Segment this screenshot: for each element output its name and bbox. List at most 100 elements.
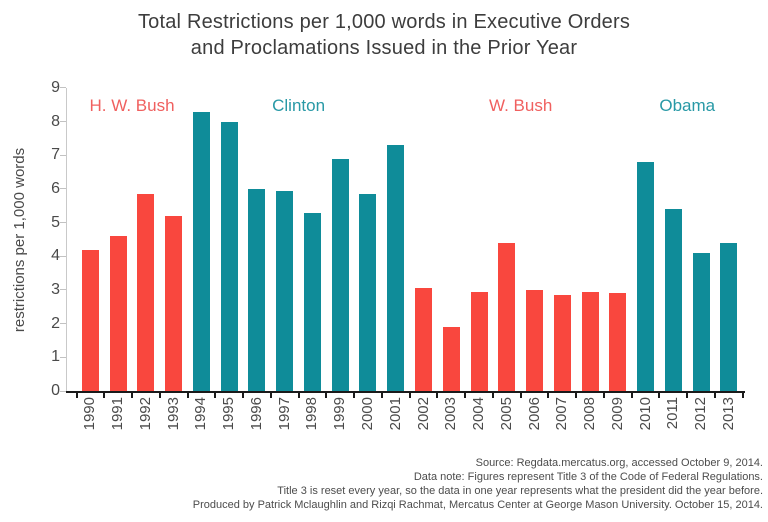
era-label-h-w-bush: H. W. Bush	[89, 96, 175, 115]
source-notes: Source: Regdata.mercatus.org, accessed O…	[193, 456, 763, 512]
x-axis-label-1992: 1992	[136, 397, 154, 431]
bar-2008	[581, 292, 599, 391]
x-axis-label-1996: 1996	[247, 397, 265, 431]
bar-2000	[359, 194, 377, 391]
x-axis-tick	[464, 393, 467, 398]
x-axis-tick	[158, 393, 161, 398]
x-axis-tick	[575, 393, 578, 398]
x-axis-label-2005: 2005	[497, 397, 515, 431]
bar-2004	[470, 292, 488, 391]
x-axis-label-1990: 1990	[81, 397, 99, 431]
bar-1995	[220, 122, 238, 391]
x-axis-label-2009: 2009	[608, 397, 626, 431]
x-axis-tick	[519, 393, 522, 398]
x-axis-tick	[713, 393, 716, 398]
y-axis-tick	[60, 323, 66, 325]
bar-2002	[415, 288, 432, 391]
bar-1999	[331, 159, 349, 391]
y-axis-tick	[60, 390, 66, 392]
x-axis-label-1999: 1999	[331, 397, 349, 431]
bar-1990	[81, 250, 99, 391]
chart-title: Total Restrictions per 1,000 words in Ex…	[0, 9, 768, 61]
bar-1993	[165, 216, 183, 391]
x-axis-label-1998: 1998	[303, 397, 321, 431]
bar-2006	[526, 290, 544, 391]
era-label-obama: Obama	[659, 96, 716, 115]
bar-1991	[109, 236, 127, 391]
x-axis-label-2013: 2013	[719, 397, 737, 431]
y-axis-tick	[60, 356, 66, 358]
bar-1996	[248, 189, 266, 391]
x-axis-tick	[547, 393, 550, 398]
x-axis-label-1995: 1995	[220, 397, 238, 431]
bar-2013	[720, 243, 738, 391]
x-axis-line	[66, 391, 745, 393]
x-axis-tick	[602, 393, 605, 398]
x-axis-tick	[630, 393, 633, 398]
y-tick-label: 4	[51, 247, 60, 265]
y-axis-tick	[60, 87, 66, 89]
x-axis-label-1993: 1993	[164, 397, 182, 431]
bar-2007	[553, 295, 571, 391]
x-axis-tick	[214, 393, 217, 398]
x-axis-label-2011: 2011	[664, 397, 682, 430]
x-axis-tick	[436, 393, 439, 398]
y-axis-tick	[60, 289, 66, 291]
source-note-line: Produced by Patrick Mclaughlin and Rizqi…	[192, 499, 763, 511]
bar-2003	[442, 327, 460, 391]
y-tick-label: 8	[51, 112, 60, 130]
y-axis-tick	[60, 222, 66, 224]
x-axis-tick	[491, 393, 494, 398]
y-tick-label: 7	[51, 146, 60, 164]
x-axis-tick	[380, 393, 383, 398]
y-axis-line	[66, 88, 67, 391]
x-axis-tick	[103, 393, 106, 398]
bar-2001	[387, 145, 405, 391]
x-axis-tick	[741, 393, 744, 398]
y-tick-label: 6	[51, 179, 60, 197]
bar-2009	[609, 293, 627, 391]
y-axis-tick	[60, 121, 66, 123]
x-axis-tick	[131, 393, 134, 398]
x-axis-label-2001: 2001	[386, 397, 404, 431]
x-axis-tick	[269, 393, 272, 398]
bar-1992	[137, 194, 155, 391]
x-axis-tick	[242, 393, 245, 398]
x-axis-tick	[297, 393, 300, 398]
x-axis-tick	[75, 393, 78, 398]
bar-2005	[498, 243, 516, 391]
x-axis-label-1991: 1991	[109, 397, 127, 431]
x-axis-tick	[658, 393, 661, 398]
y-tick-label: 0	[51, 382, 60, 399]
x-axis-label-2000: 2000	[358, 397, 376, 431]
y-tick-label: 9	[51, 78, 60, 96]
y-tick-label: 2	[51, 314, 60, 332]
x-axis-label-2008: 2008	[581, 397, 599, 431]
x-axis-label-2007: 2007	[553, 397, 571, 431]
x-axis-label-2012: 2012	[692, 397, 710, 431]
era-label-clinton: Clinton	[272, 96, 326, 115]
y-axis-title: restrictions per 1,000 words	[11, 147, 28, 333]
bar-2010	[637, 162, 655, 391]
bar-1994	[192, 112, 210, 391]
x-axis-label-1994: 1994	[192, 397, 210, 431]
x-axis-tick	[325, 393, 328, 398]
x-axis-label-2002: 2002	[414, 397, 432, 431]
y-tick-label: 5	[51, 213, 60, 231]
x-axis-tick	[686, 393, 689, 398]
x-axis-label-2003: 2003	[442, 397, 460, 431]
bar-1997	[276, 191, 294, 391]
x-axis-tick	[408, 393, 411, 398]
bar-2012	[692, 253, 710, 391]
y-axis-tick	[60, 188, 66, 190]
y-axis-tick	[60, 154, 66, 156]
source-note-line: Data note: Figures represent Title 3 of …	[413, 471, 763, 483]
x-axis-label-2004: 2004	[470, 397, 488, 431]
x-axis-label-2006: 2006	[525, 397, 543, 431]
y-tick-label: 3	[51, 280, 60, 298]
y-tick-label: 1	[51, 348, 60, 366]
chart-title-line2: and Proclamations Issued in the Prior Ye…	[190, 37, 578, 59]
bar-1998	[303, 213, 321, 391]
source-note-line: Source: Regdata.mercatus.org, accessed O…	[475, 457, 763, 469]
x-axis-tick	[353, 393, 356, 398]
